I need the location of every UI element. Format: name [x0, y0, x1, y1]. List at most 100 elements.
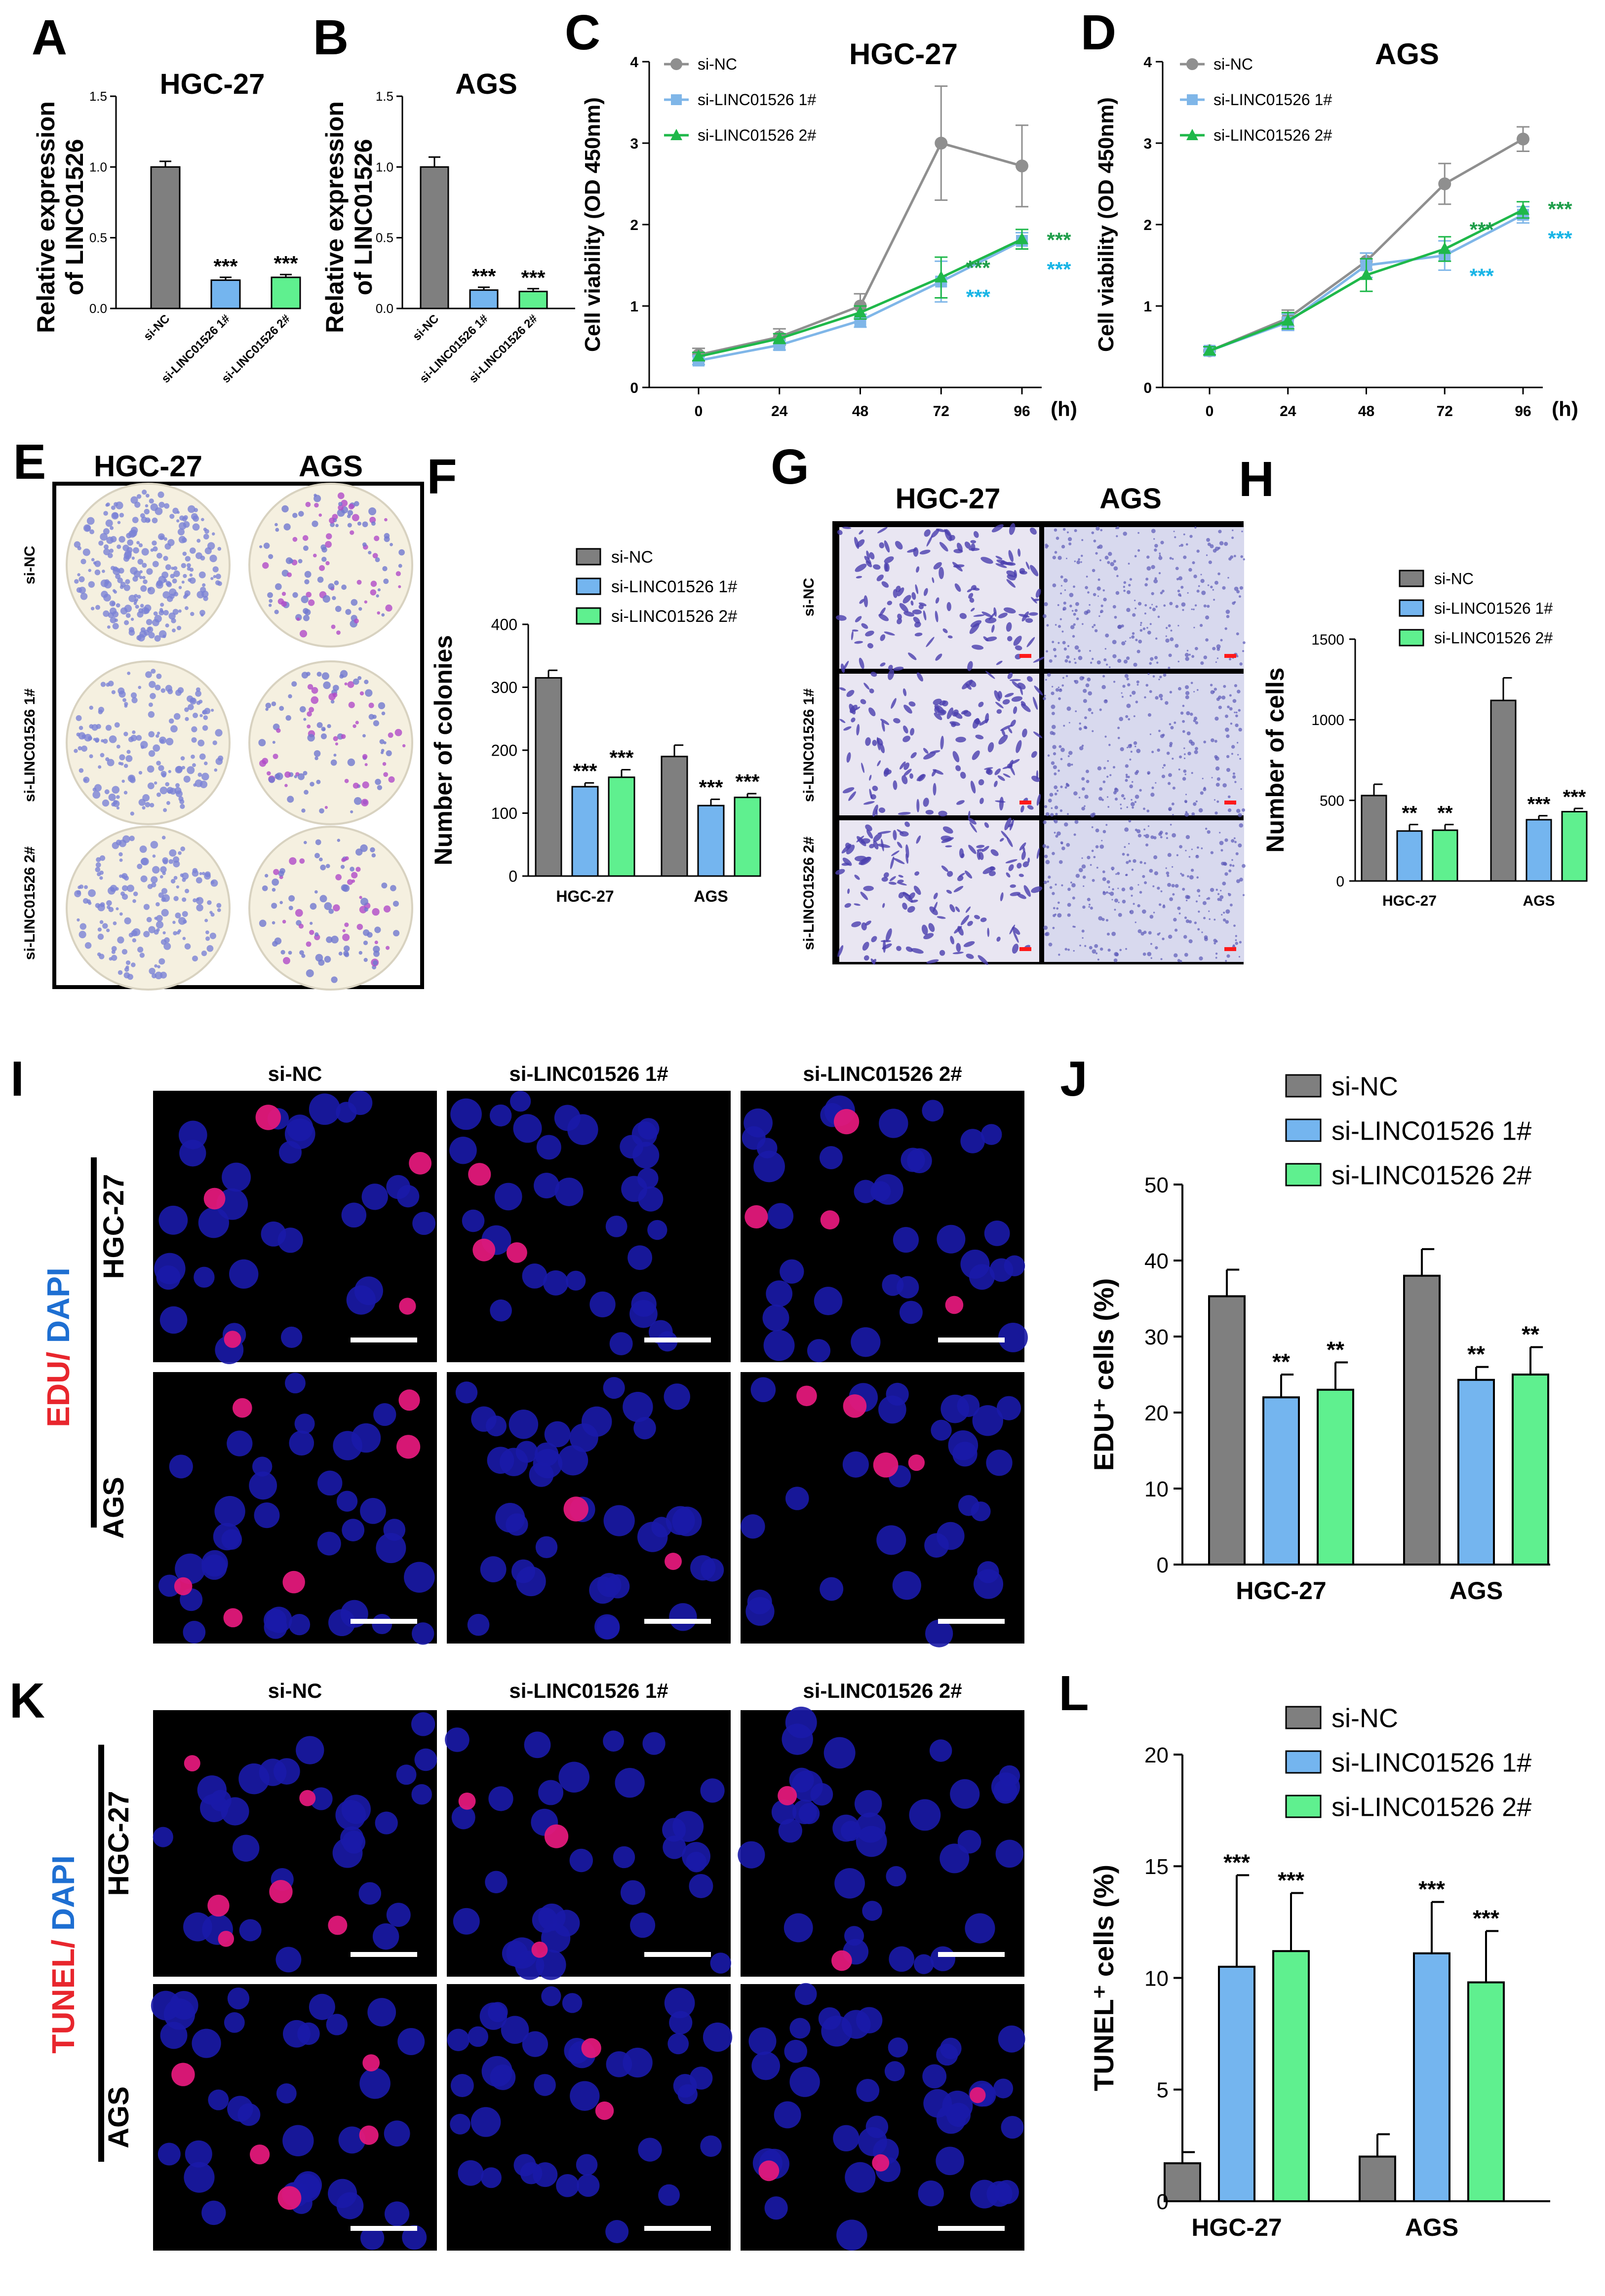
colony-dot — [103, 548, 110, 556]
cell — [1167, 853, 1172, 857]
nucleus — [856, 2007, 883, 2033]
cell — [1078, 558, 1080, 561]
cell — [1031, 886, 1043, 893]
significance-label: *** — [1527, 794, 1551, 815]
cell — [1076, 617, 1079, 620]
cell — [1074, 680, 1079, 684]
colony-dot — [132, 576, 138, 582]
colony-dot — [145, 494, 150, 498]
colony-dot — [274, 773, 280, 779]
colony-dot — [298, 559, 303, 564]
cell — [932, 577, 935, 583]
colony-dot — [78, 586, 86, 594]
cell — [1225, 610, 1230, 614]
cell — [1046, 624, 1049, 627]
cell — [939, 950, 945, 956]
colony-dot — [103, 738, 108, 744]
cell — [1230, 722, 1233, 725]
panel-e-frame — [52, 482, 424, 989]
colony-dot — [262, 562, 269, 569]
nucleus — [383, 1519, 406, 1541]
cell — [1031, 597, 1037, 604]
cell — [980, 557, 993, 564]
cell — [1238, 709, 1241, 712]
cell — [911, 592, 916, 600]
nucleus — [367, 1998, 396, 2027]
colony-dot — [301, 954, 306, 958]
positive-nucleus — [399, 1298, 416, 1315]
bar — [150, 166, 181, 309]
cell — [1073, 791, 1078, 796]
nucleus — [993, 2078, 1014, 2099]
colony-dot — [273, 754, 278, 760]
cell — [1086, 609, 1091, 613]
colony-dot — [292, 512, 298, 518]
cell — [1147, 673, 1150, 675]
cell — [1201, 590, 1206, 595]
nucleus — [995, 1839, 1024, 1868]
cell — [1217, 898, 1220, 901]
cell — [1231, 839, 1235, 843]
cell — [1001, 831, 1009, 839]
nucleus — [789, 2018, 811, 2039]
colony-dot — [279, 901, 283, 905]
bar — [1396, 830, 1423, 882]
colony-dot — [378, 702, 386, 709]
cell — [856, 724, 860, 736]
colony-dot — [137, 863, 143, 869]
colony-dot — [363, 957, 368, 962]
cell — [1142, 627, 1146, 630]
cell — [1053, 752, 1057, 756]
positive-nucleus — [945, 1296, 964, 1314]
data-point — [1517, 203, 1529, 215]
cell — [1008, 864, 1014, 871]
cell — [868, 707, 876, 717]
nucleus — [789, 1767, 814, 1793]
cell — [913, 885, 921, 895]
cell — [1227, 705, 1230, 709]
cell — [995, 701, 1004, 709]
cell — [916, 672, 923, 682]
nucleus — [201, 2200, 226, 2225]
cell — [879, 743, 885, 754]
nucleus — [834, 1868, 865, 1899]
legend-marker — [670, 129, 682, 140]
cell — [1013, 636, 1022, 646]
colony-dot — [112, 786, 120, 794]
colony-dot — [206, 945, 214, 952]
nucleus — [609, 1332, 633, 1355]
cell — [1136, 829, 1141, 834]
colony-dot — [74, 749, 78, 753]
colony-dot — [299, 858, 305, 864]
colony-dot — [185, 717, 189, 721]
cell — [935, 653, 942, 661]
panel-letter-i: I — [10, 1051, 24, 1107]
cell — [888, 665, 893, 670]
colony-dot — [331, 935, 339, 944]
colony-dot — [136, 494, 142, 499]
y-tick-label: 20 — [1144, 1743, 1169, 1767]
significance-label: *** — [1470, 218, 1494, 241]
cell — [1073, 950, 1075, 952]
cell — [1126, 806, 1129, 808]
nucleus — [700, 2135, 722, 2157]
nucleus — [567, 1114, 598, 1145]
cell — [959, 848, 964, 858]
colony-dot — [265, 707, 269, 711]
nucleus — [289, 1430, 314, 1456]
nucleus — [227, 1430, 253, 1456]
colony-dot — [152, 854, 156, 858]
cell — [1222, 783, 1227, 788]
nucleus — [899, 1301, 923, 1324]
colony-dot — [267, 771, 271, 776]
data-point — [1438, 177, 1451, 191]
cell — [1166, 871, 1170, 875]
cell — [1163, 764, 1166, 767]
colony-dot — [209, 911, 213, 914]
cell — [1117, 736, 1120, 739]
colony-dot — [308, 599, 315, 606]
colony-dot — [195, 690, 201, 697]
cell — [1093, 593, 1096, 596]
colony-dot — [313, 494, 317, 497]
colony-dot — [172, 609, 179, 615]
